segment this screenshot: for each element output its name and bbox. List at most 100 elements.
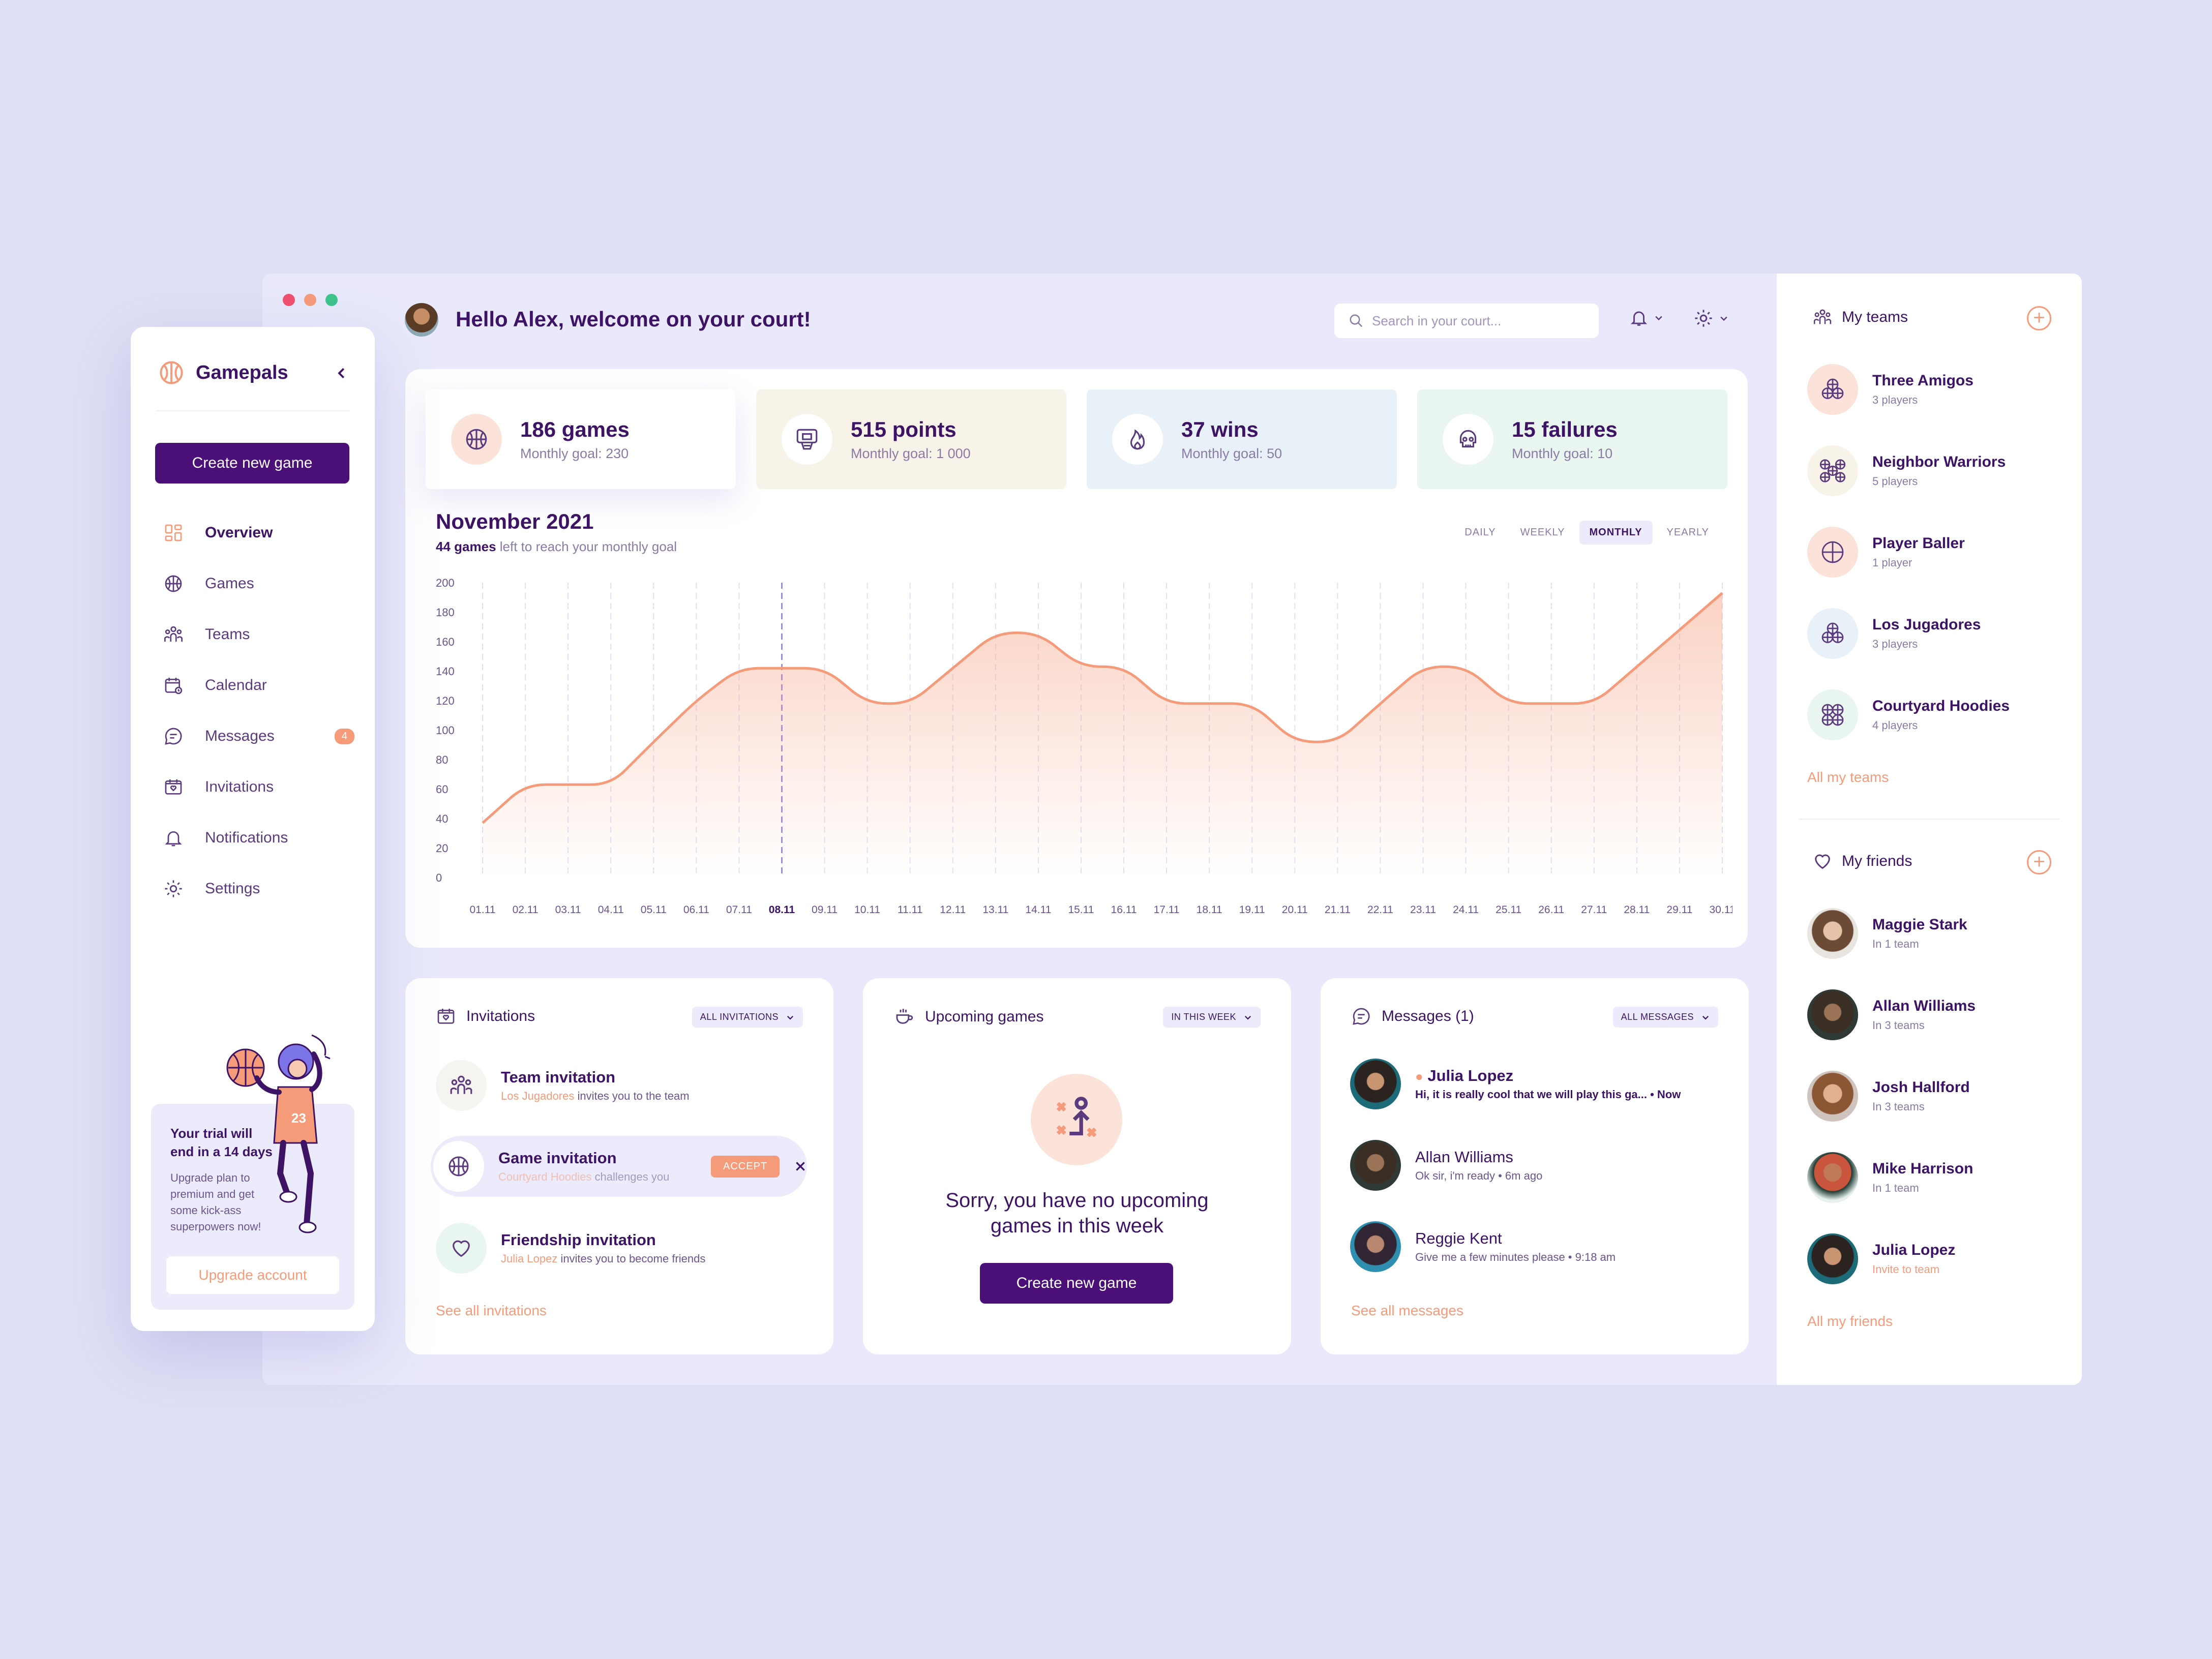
friend-item[interactable]: Josh Hallford In 3 teams: [1807, 1071, 1970, 1122]
invitation-icon: [437, 1009, 455, 1024]
avatar: [1807, 989, 1858, 1040]
friend-item[interactable]: Maggie Stark In 1 team: [1807, 908, 1967, 959]
minimize-dot[interactable]: [304, 294, 316, 306]
y-tick-label: 40: [436, 812, 448, 825]
x-tick-label: 17.11: [1154, 904, 1180, 916]
sidebar-item-teams[interactable]: Teams: [156, 609, 360, 660]
sidebar-item-calendar[interactable]: Calendar: [156, 660, 360, 711]
invitations-header: Invitations: [436, 1006, 535, 1027]
see-all-messages-link[interactable]: See all messages: [1351, 1303, 1464, 1318]
maximize-dot[interactable]: [325, 294, 338, 306]
collapse-sidebar-icon[interactable]: [334, 366, 349, 381]
stat-failures[interactable]: 15 failures Monthly goal: 10: [1417, 389, 1727, 489]
team-item[interactable]: Player Baller 1 player: [1807, 527, 1965, 578]
stat-games[interactable]: 186 games Monthly goal: 230: [426, 389, 736, 489]
section-title: My teams: [1842, 309, 1908, 325]
my-teams-header: My teams: [1812, 307, 1908, 327]
message-preview: Hi, it is really cool that we will play …: [1415, 1088, 1681, 1101]
upcoming-games-panel: Upcoming games IN THIS WEEK Sorry, you h…: [863, 978, 1291, 1354]
invitation-item-game[interactable]: Game invitation Courtyard Hoodies challe…: [433, 1138, 810, 1194]
close-icon[interactable]: [794, 1160, 807, 1173]
all-teams-link[interactable]: All my teams: [1807, 769, 1889, 785]
team-item[interactable]: Three Amigos 3 players: [1807, 364, 1974, 415]
x-tick-label: 12.11: [940, 904, 966, 916]
friend-item[interactable]: Allan Williams In 3 teams: [1807, 989, 1976, 1040]
stat-goal: Monthly goal: 230: [520, 445, 629, 461]
messages-header: Messages (1): [1351, 1006, 1474, 1027]
bell-icon: [1630, 311, 1648, 326]
invitation-title: Game invitation: [498, 1149, 617, 1167]
x-tick-label: 16.11: [1111, 904, 1137, 916]
panel-title: Upcoming games: [925, 1008, 1044, 1025]
message-item[interactable]: ● Julia Lopez Hi, it is really cool that…: [1350, 1059, 1681, 1109]
search-input[interactable]: Search in your court...: [1334, 304, 1599, 338]
team-name: Courtyard Hoodies: [1872, 698, 2010, 714]
friend-teams: In 1 team: [1872, 938, 1919, 950]
team-item[interactable]: Neighbor Warriors 5 players: [1807, 445, 2006, 496]
friend-item[interactable]: Mike Harrison In 1 team: [1807, 1152, 1973, 1203]
tab-weekly[interactable]: WEEKLY: [1520, 527, 1565, 538]
stat-points[interactable]: 515 points Monthly goal: 1 000: [756, 389, 1066, 489]
tab-yearly[interactable]: YEARLY: [1666, 527, 1709, 538]
message-item[interactable]: Reggie Kent Give me a few minutes please…: [1350, 1221, 1616, 1272]
message-icon: [1353, 1008, 1370, 1025]
invitation-item-team[interactable]: Team invitation Los Jugadores invites yo…: [436, 1058, 812, 1113]
sidebar-item-messages[interactable]: Messages 4: [156, 711, 360, 762]
message-item[interactable]: Allan Williams Ok sir, i'm ready • 6m ag…: [1350, 1140, 1542, 1191]
notifications-button[interactable]: [1629, 308, 1664, 327]
messages-filter-dropdown[interactable]: ALL MESSAGES: [1612, 1007, 1718, 1028]
team-icon: [164, 626, 183, 642]
upcoming-filter-dropdown[interactable]: IN THIS WEEK: [1163, 1007, 1261, 1028]
invitation-icon-circle: [436, 1223, 487, 1274]
stat-value: 515 points: [851, 417, 956, 441]
tab-monthly[interactable]: MONTHLY: [1579, 521, 1653, 545]
y-tick-label: 20: [436, 842, 448, 855]
create-new-game-button[interactable]: Create new game: [155, 443, 349, 484]
stat-icon-circle: [1443, 414, 1493, 465]
invitation-text: invites you to the team: [574, 1090, 690, 1102]
team-item[interactable]: Courtyard Hoodies 4 players: [1807, 689, 2010, 740]
invitation-sender[interactable]: Los Jugadores: [501, 1090, 575, 1102]
x-tick-label: 01.11: [470, 904, 496, 916]
close-dot[interactable]: [283, 294, 295, 306]
jersey-number: 23: [291, 1110, 306, 1126]
basketball-logo-icon: [160, 361, 183, 384]
friend-teams[interactable]: Invite to team: [1872, 1263, 1940, 1276]
x-tick-label: 26.11: [1538, 904, 1564, 916]
add-friend-button[interactable]: +: [2027, 850, 2051, 874]
games-area-chart[interactable]: 0 20 40 60 80 100 120 140 160 180 200 01.11 02.11 03.…: [426, 572, 1732, 928]
team-icon-circle: [1807, 608, 1858, 659]
sidebar-item-games[interactable]: Games: [156, 558, 360, 609]
search-placeholder: Search in your court...: [1372, 313, 1502, 328]
invitation-sender[interactable]: Courtyard Hoodies: [498, 1170, 592, 1183]
y-tick-label: 60: [436, 783, 448, 796]
user-avatar[interactable]: [405, 303, 438, 337]
team-players: 1 player: [1872, 556, 1912, 569]
friend-teams: In 1 team: [1872, 1182, 1919, 1194]
invitation-sender[interactable]: Julia Lopez: [501, 1252, 558, 1265]
upgrade-account-button[interactable]: Upgrade account: [166, 1256, 339, 1294]
accept-button[interactable]: ACCEPT: [711, 1155, 780, 1178]
sidebar-item-overview[interactable]: Overview: [156, 507, 360, 558]
add-team-button[interactable]: +: [2027, 306, 2051, 330]
create-game-button-empty[interactable]: Create new game: [980, 1263, 1173, 1304]
invitations-filter-dropdown[interactable]: ALL INVITATIONS: [692, 1007, 803, 1028]
friend-item[interactable]: Julia Lopez Invite to team: [1807, 1233, 1955, 1284]
sidebar-item-notifications[interactable]: Notifications: [156, 812, 360, 863]
all-friends-link[interactable]: All my friends: [1807, 1313, 1893, 1329]
x-tick-label: 05.11: [641, 904, 667, 916]
stat-wins[interactable]: 37 wins Monthly goal: 50: [1087, 389, 1397, 489]
invitation-item-friendship[interactable]: Friendship invitation Julia Lopez invite…: [436, 1220, 812, 1276]
app-logo[interactable]: Gamepals: [158, 359, 288, 386]
x-tick-label: 03.11: [555, 904, 581, 916]
sidebar-item-settings[interactable]: Settings: [156, 863, 360, 914]
my-friends-header: My friends: [1812, 851, 1912, 871]
see-all-invitations-link[interactable]: See all invitations: [436, 1303, 547, 1318]
chevron-down-icon: [1655, 316, 1662, 321]
team-basketballs-icon: [1821, 378, 1844, 399]
tab-daily[interactable]: DAILY: [1464, 527, 1496, 538]
team-item[interactable]: Los Jugadores 3 players: [1807, 608, 1981, 659]
sidebar-item-invitations[interactable]: Invitations: [156, 762, 360, 812]
x-tick-label: 25.11: [1496, 904, 1521, 916]
settings-button[interactable]: [1693, 308, 1729, 328]
